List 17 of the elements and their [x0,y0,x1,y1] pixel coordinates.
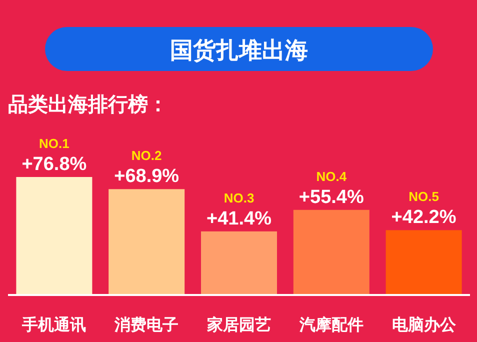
x-tick-label: 手机通讯 [21,316,86,334]
annotation: NO.2 [131,148,162,164]
x-tick-label: 汽摩配件 [298,316,364,334]
data-label: +55.4% [298,186,364,208]
data-label: +68.9% [114,166,180,188]
x-tick-label: 家居园艺 [206,315,271,334]
x-tick-label: 消费电子 [114,316,179,334]
annotation: NO.4 [316,168,348,184]
data-label: +76.8% [22,154,87,175]
chart-subtitle: 品类出海排行榜： [8,93,168,116]
data-label: +42.2% [391,207,456,228]
data-label: +41.4% [206,208,272,230]
annotation: NO.5 [408,189,439,204]
annotation: NO.1 [39,136,70,151]
x-tick-label: 电脑办公 [392,316,457,334]
annotation: NO.3 [224,190,254,206]
title: 国货扎堆出海 [170,37,308,63]
